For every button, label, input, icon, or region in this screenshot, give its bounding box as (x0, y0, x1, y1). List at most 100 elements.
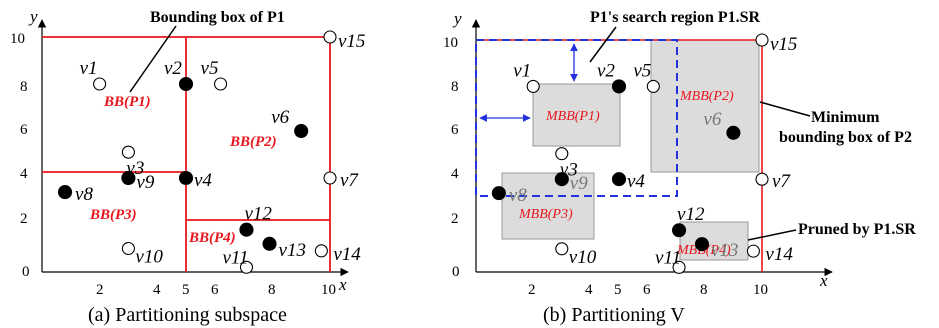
point-label-v8: v8 (509, 185, 527, 206)
point-label-v10: v10 (135, 247, 163, 268)
annotation-leader (129, 25, 177, 93)
point-v5 (646, 79, 660, 93)
x-tick: 5 (614, 282, 622, 298)
partition-lines (42, 36, 331, 272)
bb-p1-label: BB(P1) (103, 94, 151, 110)
panel-b: y x 0 10 8 6 4 2 2 4 5 6 8 10 MBB(P1) MB… (443, 9, 916, 298)
y-tick: 10 (10, 31, 25, 47)
point-label-v6: v6 (703, 109, 721, 130)
point-v13 (694, 237, 709, 252)
y-tick: 8 (451, 79, 459, 95)
x-tick: 4 (585, 282, 593, 298)
bb-p3-label: BB(P3) (89, 207, 137, 223)
point-label-v7: v7 (340, 170, 359, 191)
x-tick: 8 (268, 282, 276, 298)
point-v6 (726, 125, 741, 140)
x-tick: 2 (528, 282, 536, 298)
caption-a: (a) Partitioning subspace (88, 304, 287, 326)
y-tick: 4 (20, 166, 28, 182)
mbb-p1-rect (532, 83, 621, 147)
y-tick: 8 (20, 79, 28, 95)
x-tick: 6 (211, 282, 219, 298)
point-v7 (755, 172, 769, 186)
point-label-v13: v13 (279, 240, 306, 261)
bb-p2-label: BB(P2) (229, 134, 277, 150)
point-v3 (121, 145, 135, 159)
mbb-p3-label: MBB(P3) (518, 207, 573, 222)
origin-label: 0 (22, 264, 30, 280)
point-v14 (746, 244, 760, 258)
point-label-v15: v15 (770, 34, 797, 55)
mbb-p4-rect (679, 221, 749, 261)
point-v4 (611, 172, 627, 187)
y-tick: 10 (443, 35, 458, 51)
pruned-annotation-leader (747, 229, 797, 241)
x-tick: 10 (753, 282, 768, 298)
panel-a: y x 0 10 8 6 4 2 2 4 5 6 8 10 BB(P1) BB(… (10, 7, 365, 298)
point-label-v12: v12 (677, 204, 705, 225)
point-label-v9: v9 (136, 172, 154, 193)
search-region-annotation: P1's search region P1.SR (590, 9, 761, 26)
mbb-annotation-leader (759, 101, 811, 117)
point-v4 (178, 170, 194, 186)
point-label-v4: v4 (194, 170, 212, 191)
point-v2 (178, 76, 194, 92)
mbb-p1-label: MBB(P1) (545, 109, 600, 124)
point-label-v14: v14 (765, 244, 793, 265)
caption-b: (b) Partitioning V (543, 304, 685, 326)
mbb-annotation-line2: bounding box of P2 (779, 129, 912, 146)
point-label-v7: v7 (772, 171, 791, 192)
point-v8 (57, 185, 73, 200)
point-v2 (611, 79, 627, 94)
mbb-p3-rect (501, 172, 595, 240)
point-label-v10: v10 (569, 247, 597, 268)
mbb-p2-rect (650, 39, 760, 173)
point-v5 (214, 77, 228, 91)
point-label-v2: v2 (597, 60, 615, 81)
point-v15 (755, 33, 769, 47)
bb-p4-label: BB(P4) (188, 230, 236, 246)
y-tick: 2 (451, 211, 459, 227)
point-label-v6: v6 (271, 107, 289, 128)
point-label-v2: v2 (164, 58, 182, 79)
point-label-v1: v1 (80, 58, 98, 79)
point-label-v5: v5 (201, 58, 219, 79)
pruned-annotation: Pruned by P1.SR (798, 221, 916, 238)
y-tick: 6 (451, 122, 459, 138)
y-axis-label: y (452, 9, 462, 28)
y-tick: 4 (451, 166, 459, 182)
x-tick: 5 (182, 282, 190, 298)
origin-label: 0 (452, 264, 460, 280)
point-label-v11: v11 (222, 247, 248, 268)
point-label-v12: v12 (244, 204, 272, 225)
x-tick: 6 (643, 282, 651, 298)
point-v13 (262, 236, 277, 251)
point-v15 (323, 30, 337, 44)
point-label-v5: v5 (633, 60, 651, 81)
x-tick: 4 (153, 282, 161, 298)
point-v1 (93, 77, 107, 91)
point-label-v15: v15 (338, 31, 365, 52)
x-tick: 10 (321, 282, 336, 298)
x-axis-label: x (338, 275, 347, 294)
point-v9 (121, 170, 136, 186)
x-tick: 8 (700, 282, 708, 298)
point-v3 (555, 147, 569, 161)
point-label-v14: v14 (333, 244, 361, 265)
point-v1 (526, 79, 540, 93)
point-v6 (294, 123, 309, 139)
mbb-annotation-line1: Minimum (811, 109, 880, 126)
point-v10 (555, 242, 569, 256)
point-v12 (672, 223, 687, 238)
point-v7 (323, 171, 337, 185)
x-tick: 2 (96, 282, 104, 298)
point-v11 (672, 260, 686, 274)
point-v12 (239, 222, 254, 237)
search-annotation-leader (589, 26, 617, 63)
y-tick: 6 (20, 122, 28, 138)
point-label-v13: v13 (711, 240, 738, 261)
point-v14 (314, 244, 328, 258)
point-v8 (491, 186, 506, 201)
